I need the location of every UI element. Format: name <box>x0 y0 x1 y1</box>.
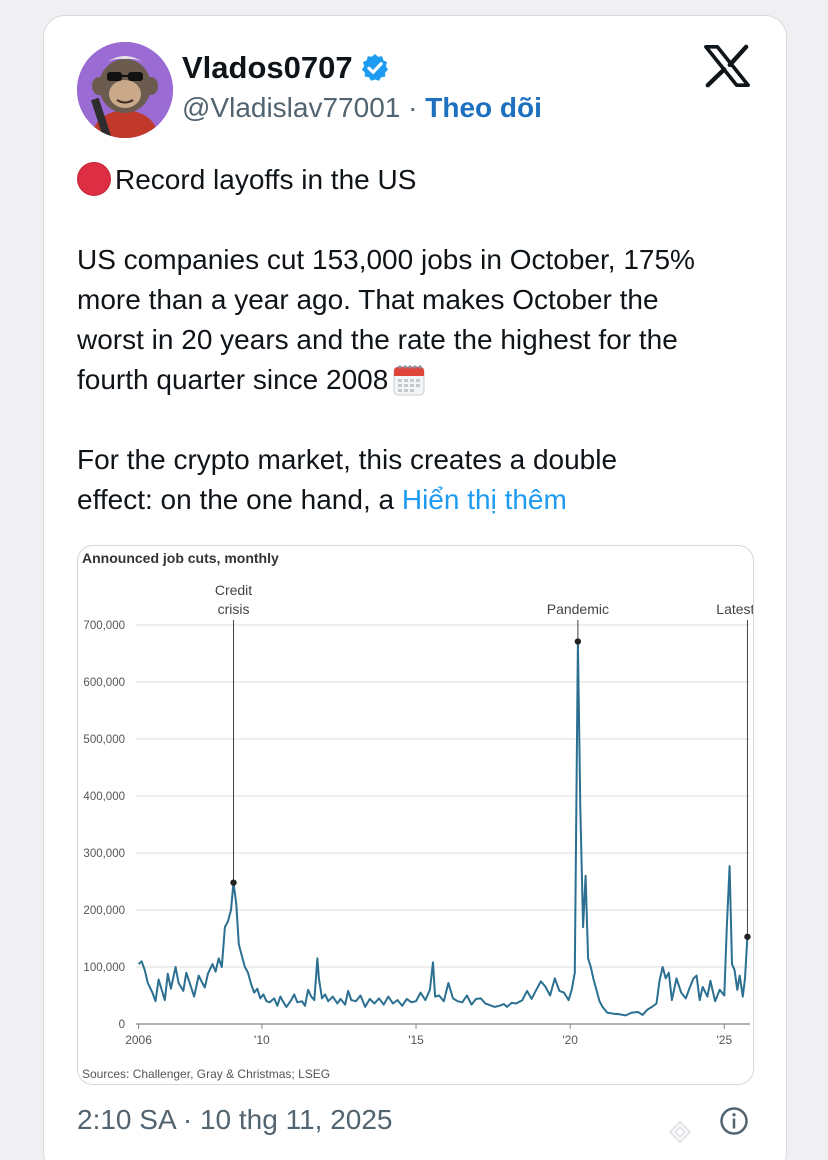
headline-line: Record layoffs in the US <box>77 160 767 200</box>
y-tick-label: 200,000 <box>83 905 125 917</box>
chart-source: Sources: Challenger, Gray & Christmas; L… <box>82 1067 330 1081</box>
separator: · <box>408 92 418 123</box>
body2-line-2: effect: on the one hand, a Hiển thị thêm <box>77 480 767 520</box>
x-tick-label: '25 <box>716 1033 732 1047</box>
avatar[interactable] <box>77 42 173 138</box>
name-row: Vlados0707 <box>182 50 391 86</box>
handle[interactable]: @Vladislav77001 <box>182 92 401 123</box>
follow-button[interactable]: Theo dõi <box>425 92 542 123</box>
x-tick-label: '10 <box>254 1033 270 1047</box>
ape-avatar-icon <box>77 42 173 138</box>
annotation-label: Credit <box>215 582 252 598</box>
annotation-label: Latest <box>716 601 754 617</box>
y-tick-label: 300,000 <box>83 848 125 860</box>
handle-row: @Vladislav77001 · Theo dõi <box>182 92 542 124</box>
annotation-marker <box>230 879 237 886</box>
y-tick-label: 700,000 <box>83 620 125 632</box>
body2-line-2-text: effect: on the one hand, a <box>77 484 402 515</box>
y-tick-label: 100,000 <box>83 962 125 974</box>
blank-line <box>77 400 767 440</box>
annotation-marker <box>744 933 751 940</box>
body2-line-1: For the crypto market, this creates a do… <box>77 444 618 475</box>
body-line-3: worst in 20 years and the rate the highe… <box>77 324 678 355</box>
display-name[interactable]: Vlados0707 <box>182 50 353 85</box>
chart-title: Announced job cuts, monthly <box>82 550 279 566</box>
body-line-4-text: fourth quarter since 2008 <box>77 364 389 395</box>
calendar-icon <box>393 365 425 396</box>
y-tick-label: 600,000 <box>83 677 125 689</box>
timestamp[interactable]: 2:10 SA · 10 thg 11, 2025 <box>77 1104 393 1135</box>
annotation-label: Pandemic <box>547 601 609 617</box>
series-line <box>137 640 749 1017</box>
headline: Record layoffs in the US <box>115 164 417 195</box>
red-circle-icon <box>77 162 111 196</box>
body-line-1: US companies cut 153,000 jobs in October… <box>77 244 695 275</box>
x-logo-icon[interactable] <box>704 44 750 88</box>
x-tick-label: 2006 <box>125 1033 152 1047</box>
annotation-marker <box>574 638 582 645</box>
job-cuts-chart: Announced job cuts, monthly 700,000 600,0… <box>82 550 754 1081</box>
watermark <box>668 1120 692 1144</box>
info-icon[interactable] <box>719 1106 749 1136</box>
show-more-link[interactable]: Hiển thị thêm <box>401 484 567 515</box>
tweet-card[interactable]: Vlados0707 @Vladislav77001 · Theo dõi Re… <box>43 15 787 1160</box>
annotation-label: crisis <box>218 601 250 617</box>
x-tick-label: '15 <box>408 1033 424 1047</box>
blank-line <box>77 200 767 240</box>
diamond-logo-icon <box>668 1120 692 1144</box>
x-tick-label: '20 <box>562 1033 578 1047</box>
y-tick-label: 0 <box>119 1019 125 1031</box>
y-tick-label: 400,000 <box>83 791 125 803</box>
body-line-4: fourth quarter since 2008 <box>77 360 767 400</box>
tweet-text: Record layoffs in the US US companies cu… <box>77 160 767 520</box>
body-line-2: more than a year ago. That makes October… <box>77 284 659 315</box>
chart-image[interactable]: Announced job cuts, monthly 700,000 600,0… <box>77 545 754 1085</box>
verified-badge-icon <box>361 54 388 81</box>
y-tick-label: 500,000 <box>83 734 125 746</box>
